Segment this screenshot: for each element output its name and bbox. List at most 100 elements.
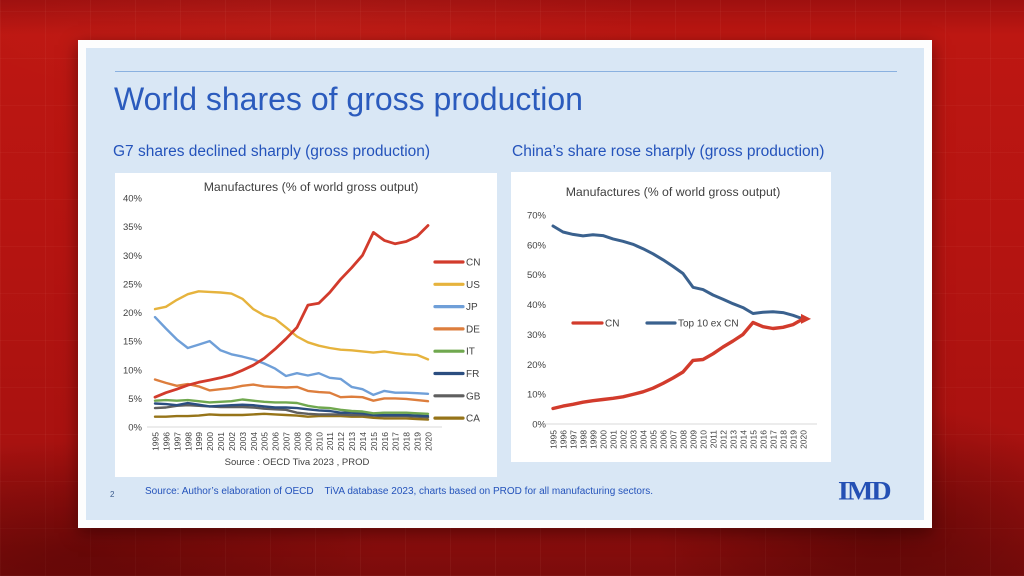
- x-tick-label: 2009: [689, 430, 699, 449]
- x-tick-label: 2015: [369, 432, 379, 451]
- x-tick-label: 2008: [679, 430, 689, 449]
- page-title: World shares of gross production: [114, 81, 583, 117]
- y-tick-label: 20%: [123, 308, 143, 319]
- series-line-top-10-ex-cn: [551, 224, 805, 321]
- x-tick-label: 2012: [336, 432, 346, 451]
- x-tick-label: 1995: [549, 430, 559, 449]
- x-tick-label: 2000: [599, 430, 609, 449]
- trend-arrow: [801, 313, 811, 324]
- x-tick-label: 2000: [205, 432, 215, 451]
- x-tick-label: 2006: [271, 432, 281, 451]
- y-tick-label: 40%: [123, 194, 143, 205]
- y-tick-label: 35%: [123, 222, 143, 233]
- x-tick-label: 2005: [649, 430, 659, 449]
- y-tick-label: 60%: [527, 240, 547, 251]
- series-line-fr: [153, 401, 430, 418]
- x-tick-label: 2004: [249, 432, 259, 451]
- x-tick-label: 2019: [413, 432, 423, 451]
- x-tick-label: 2018: [779, 430, 789, 449]
- x-tick-label: 2010: [314, 432, 324, 451]
- x-tick-label: 1996: [559, 430, 569, 449]
- imd-logo: IMD: [838, 476, 892, 507]
- legend-label-gb: GB: [466, 391, 481, 402]
- series-line-cn: [551, 317, 805, 411]
- x-tick-label: 2019: [789, 430, 799, 449]
- x-tick-label: 2003: [238, 432, 248, 451]
- y-tick-label: 40%: [527, 300, 547, 311]
- chart-source-note: Source : OECD Tiva 2023 , PROD: [225, 457, 370, 468]
- x-tick-label: 2011: [325, 432, 335, 451]
- y-tick-label: 0%: [532, 420, 546, 431]
- title-rule: [115, 71, 897, 72]
- chart-title: Manufactures (% of world gross output): [204, 180, 419, 194]
- page-number: 2: [110, 490, 115, 499]
- x-tick-label: 2016: [380, 432, 390, 451]
- legend-label-top-10-ex-cn: Top 10 ex CN: [678, 319, 739, 330]
- x-tick-label: 2007: [282, 432, 292, 451]
- x-tick-label: 2008: [292, 432, 302, 451]
- y-tick-label: 5%: [128, 394, 142, 405]
- x-tick-label: 1996: [161, 432, 171, 451]
- x-tick-label: 1999: [194, 432, 204, 451]
- x-tick-label: 2001: [609, 430, 619, 449]
- x-tick-label: 1997: [569, 430, 579, 449]
- x-tick-label: 2011: [709, 430, 719, 449]
- x-tick-label: 2010: [699, 430, 709, 449]
- series-line-it: [153, 398, 430, 416]
- x-tick-label: 2003: [629, 430, 639, 449]
- x-tick-label: 1997: [172, 432, 182, 451]
- legend-label-ca: CA: [466, 414, 480, 425]
- x-tick-label: 2015: [749, 430, 759, 449]
- x-tick-label: 2020: [799, 430, 809, 449]
- legend-label-cn: CN: [466, 258, 480, 269]
- series-line-us: [153, 290, 430, 361]
- series-line-cn: [153, 224, 430, 399]
- x-tick-label: 2002: [227, 432, 237, 451]
- g7-shares-line-chart: Manufactures (% of world gross output) 0%…: [123, 180, 481, 468]
- x-tick-label: 2013: [347, 432, 357, 451]
- x-tick-label: 2013: [729, 430, 739, 449]
- y-tick-label: 0%: [128, 423, 142, 434]
- x-tick-label: 1999: [589, 430, 599, 449]
- y-tick-label: 10%: [527, 390, 547, 401]
- x-tick-label: 1998: [579, 430, 589, 449]
- y-tick-label: 20%: [527, 360, 547, 371]
- legend-label-jp: JP: [466, 302, 478, 313]
- x-tick-label: 2018: [402, 432, 412, 451]
- subtitle-right: China’s share rose sharply (gross produc…: [512, 143, 825, 160]
- slide-card: World shares of gross production G7 shar…: [78, 40, 932, 528]
- y-tick-label: 30%: [527, 330, 547, 341]
- x-tick-label: 2014: [358, 432, 368, 451]
- y-tick-label: 25%: [123, 279, 143, 290]
- x-tick-label: 2016: [759, 430, 769, 449]
- x-tick-label: 2009: [303, 432, 313, 451]
- legend-label-it: IT: [466, 347, 475, 358]
- x-tick-label: 2005: [260, 432, 270, 451]
- x-tick-label: 1995: [151, 432, 161, 451]
- series-line-jp: [153, 315, 430, 397]
- legend-label-cn: CN: [605, 319, 619, 330]
- x-tick-label: 2017: [391, 432, 401, 451]
- legend-label-us: US: [466, 280, 480, 291]
- legend-label-fr: FR: [466, 369, 479, 380]
- y-tick-label: 10%: [123, 365, 143, 376]
- chart-title: Manufactures (% of world gross output): [566, 185, 781, 199]
- subtitle-left: G7 shares declined sharply (gross produc…: [113, 143, 431, 160]
- chart-panel-g7: Manufactures (% of world gross output) 0%…: [115, 173, 497, 477]
- x-tick-label: 2004: [639, 430, 649, 449]
- x-tick-label: 2020: [424, 432, 434, 451]
- footer-source-text: Source: Author’s elaboration of OECD TiV…: [145, 486, 654, 497]
- y-tick-label: 70%: [527, 211, 547, 222]
- china-share-line-chart: Manufactures (% of world gross output) 0%…: [527, 185, 817, 449]
- slide-content-area: World shares of gross production G7 shar…: [86, 48, 924, 520]
- x-tick-label: 2006: [659, 430, 669, 449]
- chart-panel-china: Manufactures (% of world gross output) 0%…: [511, 172, 831, 462]
- y-tick-label: 30%: [123, 251, 143, 262]
- x-tick-label: 2002: [619, 430, 629, 449]
- y-tick-label: 50%: [527, 270, 547, 281]
- x-tick-label: 2001: [216, 432, 226, 451]
- series-line-de: [153, 378, 430, 403]
- x-tick-label: 2007: [669, 430, 679, 449]
- x-tick-label: 2012: [719, 430, 729, 449]
- legend-label-de: DE: [466, 324, 480, 335]
